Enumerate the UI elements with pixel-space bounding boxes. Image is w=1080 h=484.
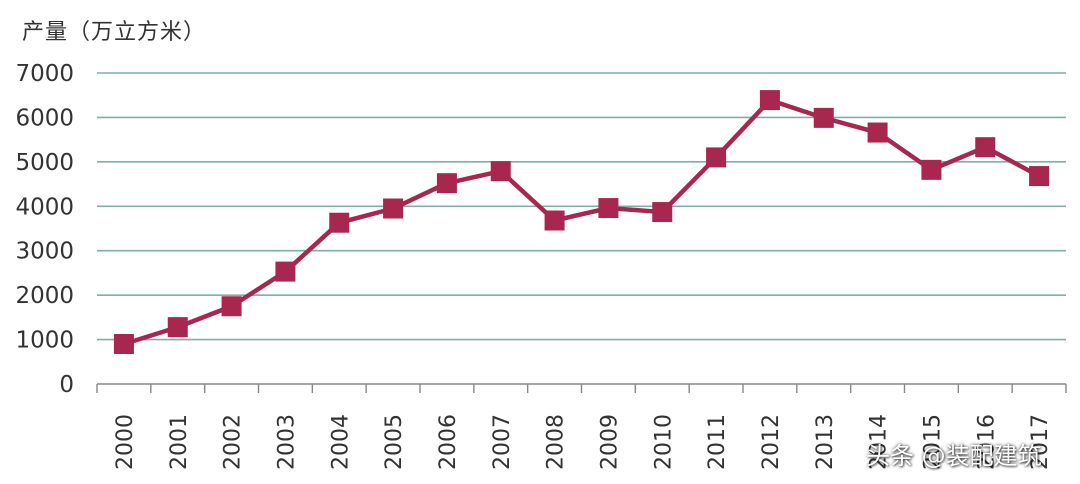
data-point	[221, 296, 242, 317]
x-tick-label: 2011	[705, 414, 730, 470]
series-line	[123, 97, 1041, 347]
data-point	[921, 159, 942, 180]
x-tick-label: 2015	[920, 414, 945, 470]
y-tick-label: 1000	[15, 328, 74, 354]
data-point	[652, 202, 673, 223]
data-point	[706, 147, 727, 168]
watermark: 头条 @装配建筑	[866, 442, 1042, 470]
y-tick-label: 4000	[15, 194, 74, 220]
x-tick-label: 2009	[597, 414, 622, 470]
data-point	[759, 90, 780, 111]
x-tick-label: 2004	[328, 414, 353, 470]
y-tick-label: 0	[59, 372, 74, 398]
x-tick-label: 2001	[167, 414, 192, 470]
x-tick-label: 2013	[813, 414, 838, 470]
data-point	[167, 317, 188, 338]
x-tick-label: 2014	[867, 414, 892, 470]
data-point	[383, 198, 404, 219]
x-tick-label: 2000	[113, 414, 138, 470]
y-tick-label: 3000	[15, 239, 74, 265]
data-point	[1029, 166, 1050, 187]
data-point	[329, 212, 350, 233]
x-tick-label: 2003	[274, 414, 299, 470]
x-tick-label: 2016	[974, 414, 999, 470]
data-point	[813, 107, 834, 128]
x-tick-label: 2010	[651, 414, 676, 470]
y-tick-label: 6000	[15, 105, 74, 131]
data-point	[867, 122, 888, 143]
x-tick-label: 2008	[544, 414, 569, 470]
x-tick-label: 2012	[759, 414, 784, 470]
y-tick-label: 7000	[15, 61, 74, 87]
y-tick-label: 5000	[15, 150, 74, 176]
x-tick-label: 2005	[382, 414, 407, 470]
x-tick-label: 2002	[221, 414, 246, 470]
x-tick-label: 2007	[490, 414, 515, 470]
data-point	[275, 261, 296, 282]
x-tick-label: 2006	[436, 414, 461, 470]
data-point	[436, 173, 457, 194]
data-point	[113, 334, 134, 355]
data-point	[490, 161, 511, 182]
y-axis-title: 产量（万立方米）	[22, 20, 207, 45]
y-tick-label: 2000	[15, 283, 74, 309]
data-point	[975, 137, 996, 158]
x-tick-label: 2017	[1028, 414, 1053, 470]
data-point	[544, 210, 565, 231]
data-point	[598, 198, 619, 219]
